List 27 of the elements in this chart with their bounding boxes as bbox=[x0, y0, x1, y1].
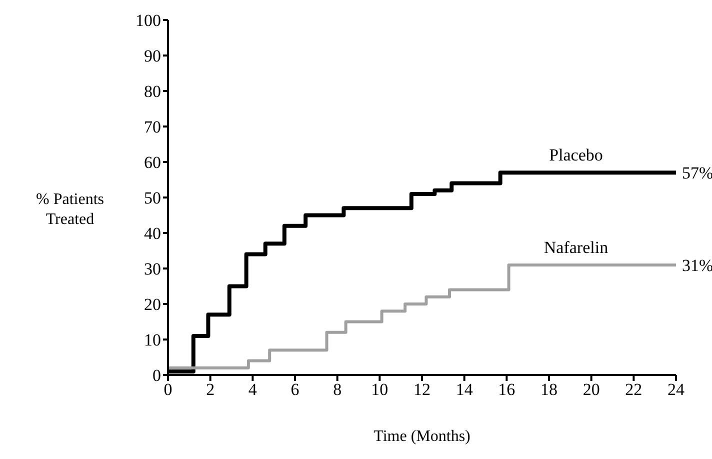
x-tick-label: 10 bbox=[371, 380, 388, 400]
y-tick-label: 0 bbox=[152, 366, 161, 386]
x-tick-label: 16 bbox=[498, 380, 516, 400]
x-tick-label: 14 bbox=[456, 380, 474, 400]
y-tick-label: 80 bbox=[144, 82, 161, 102]
x-tick-label: 12 bbox=[414, 380, 430, 400]
y-tick-label: 40 bbox=[144, 224, 161, 244]
y-tick-label: 30 bbox=[144, 260, 161, 279]
y-tick-label: 50 bbox=[144, 188, 161, 208]
y-tick-label: 20 bbox=[144, 295, 161, 314]
y-tick-label: 100 bbox=[136, 11, 161, 30]
x-tick-label: 22 bbox=[625, 380, 642, 400]
x-tick-label: 20 bbox=[582, 380, 600, 400]
x-tick-label: 18 bbox=[540, 380, 558, 400]
x-tick-label: 6 bbox=[290, 380, 300, 400]
y-tick-label: 10 bbox=[144, 330, 161, 350]
x-tick-label: 2 bbox=[206, 380, 215, 400]
x-tick-label: 8 bbox=[333, 380, 342, 400]
series-label: Nafarelin bbox=[544, 238, 609, 257]
y-axis-title: % Patients Treated bbox=[35, 190, 105, 230]
y-tick-label: 60 bbox=[144, 153, 161, 172]
x-axis-title: Time (Months) bbox=[374, 428, 470, 445]
y-tick-label: 90 bbox=[144, 46, 161, 66]
y-tick-label: 70 bbox=[144, 118, 161, 137]
x-tick-label: 4 bbox=[248, 380, 258, 400]
series-label: Placebo bbox=[549, 146, 603, 165]
x-tick-label: 24 bbox=[668, 380, 685, 400]
